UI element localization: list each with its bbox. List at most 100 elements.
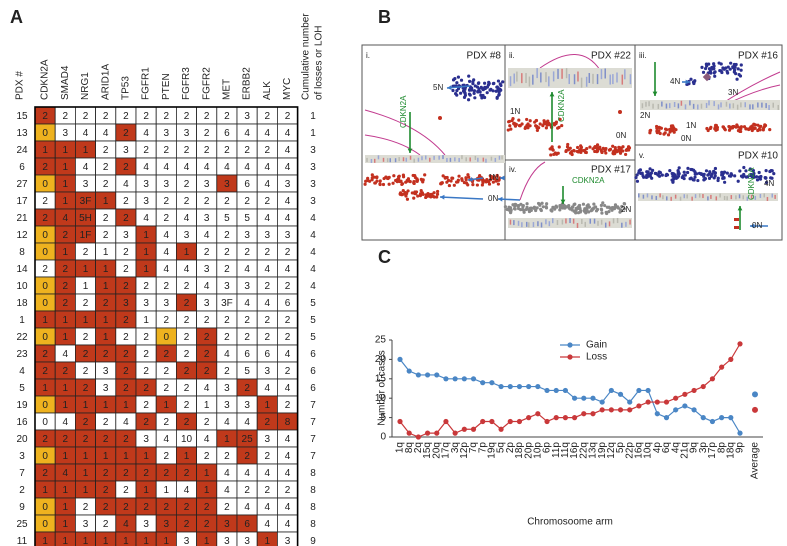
probe-dot [688,177,692,181]
cell-value: 25 [242,434,254,445]
data-point [406,430,412,436]
probe-dot [373,181,377,185]
probe-dot [579,148,583,152]
probe-dot [467,88,472,92]
cell-value: 2 [83,417,89,428]
cell-value: 4 [244,298,250,309]
probe-dot [503,205,508,209]
probe-dot [487,81,491,86]
probe-dot [764,176,768,180]
cell-value: 1 [83,468,89,479]
heatmap-cell [774,194,776,199]
probe-dot [532,205,537,209]
data-point [507,418,513,425]
probe-dot [624,152,628,157]
heatmap-cell [752,104,754,110]
arrow [439,196,484,200]
heatmap-cell [597,220,599,226]
cell-value: 2 [123,111,129,122]
pdx-id: 20 [16,434,28,445]
cumulative-header: of losses or LOH [314,26,325,100]
cell-value: 2 [42,162,48,173]
cell-value: 2 [63,264,69,275]
cell-value: 2 [265,417,271,428]
heatmap-cell [604,68,606,79]
heatmap-cell [659,193,661,198]
cell-value: 3 [123,230,129,241]
cell-value: 2 [123,281,129,292]
cell-value: 2 [42,213,48,224]
probe-dot [662,132,666,136]
cell-value: 2 [123,264,129,275]
probe-dot [709,71,713,75]
cell-value: 2 [224,196,230,207]
probe-dot [713,174,717,178]
data-point [590,395,596,401]
x-tick-label: 13q [588,442,599,459]
probe-dot [712,169,716,173]
cell-value: 2 [42,111,48,122]
gene-label: CDKN2A [557,89,566,122]
probe-dot [755,178,760,182]
gene-header: NRG1 [80,72,91,100]
probe-dot [558,117,562,121]
zoom-curve [364,134,421,156]
probe-dot [546,119,550,123]
probe-dot [452,183,456,187]
y-tick-label: 5 [380,412,386,423]
probe-dot [591,147,595,151]
gene-header: ARID1A [100,64,111,100]
probe-dot [533,120,537,124]
cell-value: 2 [265,111,271,122]
probe-dot [424,195,428,200]
probe-dot [545,202,549,206]
heatmap-cell [621,222,623,228]
x-tick-label: 4p [652,442,663,454]
cell-value: 0 [42,417,48,428]
x-tick-label: 6q [661,442,672,453]
heatmap-cell [763,193,766,198]
probe-dot [648,167,652,171]
cell-value: 1 [103,281,109,292]
cell-value: 2 [143,383,149,394]
cell-value: 2 [244,485,250,496]
gene-header: FGFR3 [181,67,192,100]
probe-dot [625,147,629,152]
cumulative-count: 8 [310,502,316,513]
heatmap-cell [680,100,683,106]
cell-value: 2 [164,315,170,326]
heatmap-cell [438,155,440,160]
cell-value: 2 [204,519,210,530]
cell-value: 1 [123,451,129,462]
cell-value: 2 [224,247,230,258]
probe-dot [668,130,672,134]
cell-value: 1 [143,536,149,546]
probe-dot [456,75,461,79]
cell-value: 2 [42,264,48,275]
heatmap-cell [513,220,515,226]
cell-value: 0 [42,179,48,190]
cell-value: 3 [285,230,291,241]
cell-value: 1 [103,264,109,275]
cell-value: 2 [103,145,109,156]
probe-dot [682,170,686,174]
probe-dot [477,81,481,85]
probe-dot [575,149,579,154]
probe-dot [764,180,769,185]
probe-dot [432,191,436,195]
probe-dot [751,169,756,173]
probe-dot [736,129,741,133]
cell-value: 2 [164,349,170,360]
heatmap-cell [573,74,576,85]
cell-value: 4 [265,128,271,139]
cell-value: 1 [63,145,69,156]
cell-value: 1 [164,536,170,546]
heatmap-cell [707,196,709,201]
cumulative-count: 1 [310,111,316,122]
probe-dot [733,65,737,69]
probe-dot [736,179,740,183]
cell-value: 1 [63,400,69,411]
probe-dot [517,206,521,211]
heatmap-cell [735,195,737,200]
y-tick-label: 25 [375,335,387,346]
